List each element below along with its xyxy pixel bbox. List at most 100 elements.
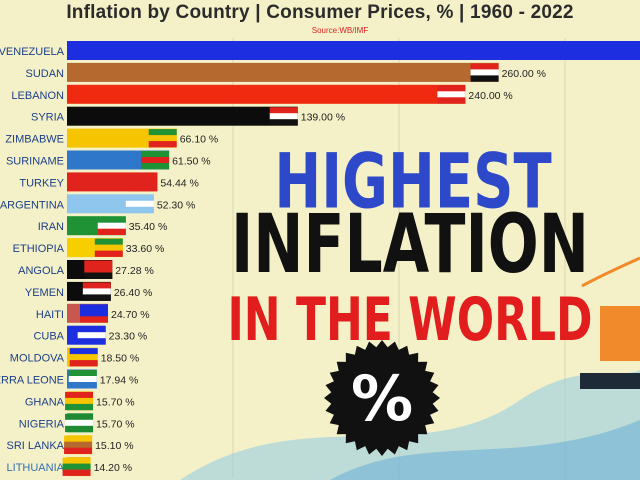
flag-icon [437,85,466,104]
flag-stripe [68,370,97,377]
background-decor [180,256,640,480]
bar [67,41,640,60]
flag-stripe [470,63,499,70]
value-label: 27.28 % [115,265,154,277]
chart-source: Source:WB/IMF [311,26,369,35]
flag-stripe [148,141,177,148]
flag-stripe [65,391,94,399]
flag-icon [69,348,98,367]
flag-stripe [94,238,123,245]
flag-stripe [65,403,94,411]
flag-stripe [64,447,93,454]
percent-badge: % [324,340,440,456]
flag-stripe [82,282,111,289]
flag-stripe [80,310,109,317]
category-label: TURKEY [19,177,64,189]
flag-stripe [148,129,177,136]
flag-icon [470,63,499,82]
category-label: GHANA [25,396,65,408]
value-label: 35.40 % [129,221,168,233]
flag-icon [269,107,298,126]
flag-icon [148,129,177,148]
flag-stripe [84,266,113,273]
category-label: VENEZUELA [0,46,65,58]
flag-stripe [437,85,466,92]
flag-stripe [129,172,158,180]
flag-stripe [129,184,158,192]
category-label: SURINAME [6,156,64,168]
value-label: 54.44 % [160,177,199,189]
flag-stripe [84,260,113,267]
flag-icon [65,413,94,433]
category-label: CUBA [33,331,64,343]
value-label: 33.60 % [126,243,165,255]
flag-icon [141,151,170,170]
flag-stripe [69,360,98,367]
flag-stripe [82,294,111,301]
value-label: 61.50 % [172,156,211,168]
flag-icon [94,238,123,257]
flag-icon [65,391,94,411]
flag-stripe [84,272,113,279]
value-label: 52.30 % [157,199,196,211]
flag-stripe [77,332,106,339]
flag-stripe [125,194,154,202]
value-label: 15.10 % [95,440,134,452]
flag-stripe [64,435,93,442]
badge-shape [324,340,440,456]
flag-icon [82,282,111,301]
dark-bar-decor [580,373,640,389]
flag-stripe [62,469,91,476]
category-label: ZIMBABWE [5,134,64,146]
bars: VENEZUELA SUDAN 260.00 % LEBANON 240.00 % SYR… [0,41,640,477]
wave-decor-2 [330,420,640,480]
bar [67,106,298,126]
category-label: SUDAN [25,68,64,80]
flag-stripe [141,151,170,158]
orange-bar-decor [600,306,640,361]
category-label: ARGENTINA [0,199,65,211]
flag-stripe [65,425,94,433]
category-label: SRI LANKA [7,440,65,452]
category-label: SYRIA [31,112,65,124]
flag-stripe [470,69,499,76]
flag-stripe [69,348,98,355]
flag-stripe [97,222,126,229]
flag-stripe [437,91,466,98]
value-label: 139.00 % [301,112,345,124]
category-label: LEBANON [11,90,64,102]
flag-icon [62,457,91,476]
flag-stripe [65,397,94,405]
flag-stripe [125,200,154,208]
value-label: 18.50 % [101,353,140,365]
value-label: 15.70 % [96,418,135,430]
flag-stripe [64,441,93,448]
bar [67,62,499,82]
flag-stripe [62,463,91,470]
flag-stripe [141,157,170,164]
flag-stripe [80,316,109,323]
flag-icon [80,304,109,323]
category-label: IRAN [38,221,64,233]
flag-stripe [65,419,94,427]
value-label: 24.70 % [111,309,150,321]
value-label: 260.00 % [502,68,546,80]
flag-stripe [62,457,91,464]
flag-icon [68,370,97,389]
category-label: HAITI [36,309,64,321]
category-label: LITHUANIA [7,462,65,474]
flag-stripe [82,288,111,295]
flag-stripe [470,75,499,82]
flag-stripe [437,97,466,104]
category-label: YEMEN [25,287,64,299]
flag-stripe [129,178,158,186]
flag-stripe [80,304,109,311]
category-label: ETHIOPIA [13,243,65,255]
flag-icon [97,216,126,235]
flag-stripe [69,354,98,361]
value-label: 26.40 % [114,287,153,299]
value-label: 240.00 % [468,90,512,102]
category-label: MOLDOVA [10,353,65,365]
flag-stripe [68,376,97,383]
